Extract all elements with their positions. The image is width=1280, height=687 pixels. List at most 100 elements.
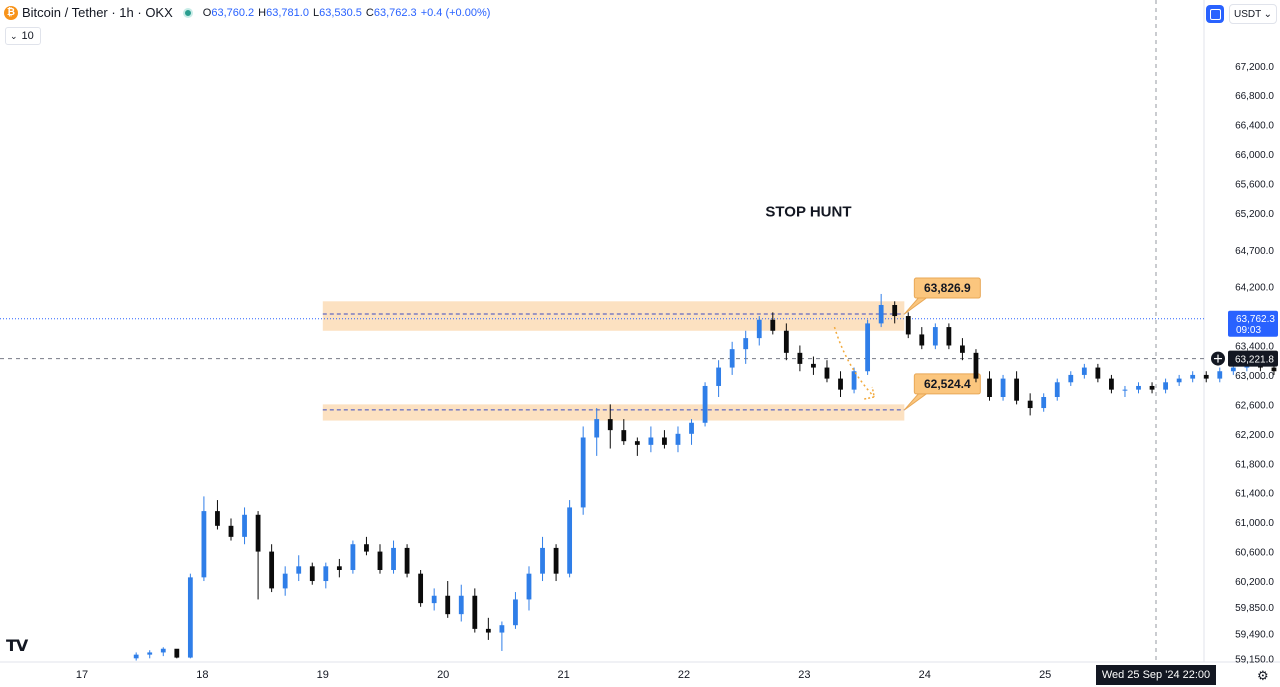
candle-body [1230, 367, 1236, 372]
x-tick-label: 21 [557, 669, 569, 681]
candle-body [485, 628, 491, 633]
candle-body [580, 437, 586, 508]
y-tick-label: 66,400.0 [1235, 121, 1274, 132]
x-tick-label: 19 [317, 669, 329, 681]
zone-box-2 [322, 404, 905, 421]
candle-body [838, 378, 843, 390]
y-tick-label: 61,800.0 [1235, 459, 1274, 470]
candle-body [1217, 371, 1223, 379]
tradingview-logo-icon[interactable]: 𝗧𝗩 [6, 638, 28, 655]
indicator-toggle[interactable]: ⌄ 10 [5, 27, 41, 45]
y-tick-label: 65,200.0 [1235, 209, 1274, 220]
candle-body [1095, 367, 1101, 379]
y-tick-label: 66,800.0 [1235, 91, 1274, 102]
candle-body [607, 419, 613, 431]
x-tick-label: 23 [798, 669, 810, 681]
candle-body [1014, 378, 1020, 401]
candle-body [445, 595, 451, 615]
x-tick-label: 25 [1039, 669, 1051, 681]
candle-body [675, 433, 681, 445]
candle-body [1122, 389, 1128, 391]
candle-body [960, 345, 965, 353]
currency-select[interactable]: USDT ⌄ [1229, 4, 1277, 24]
y-tick-label: 63,000.0 [1235, 371, 1274, 382]
candle-body [811, 363, 816, 368]
zone-box-1 [322, 301, 905, 331]
candle-body [702, 385, 708, 423]
projection-arrowhead [864, 386, 876, 400]
candle-body [364, 544, 369, 552]
candle-body [336, 566, 342, 570]
chevron-down-icon: ⌄ [1263, 8, 1272, 20]
candle-body [987, 378, 992, 398]
candle-body [932, 327, 938, 346]
y-tick-label: 59,850.0 [1235, 603, 1274, 614]
candle-body [919, 334, 925, 346]
candle-body [1041, 397, 1047, 409]
candle-body [851, 371, 857, 390]
annotation-text-1: STOP HUNT [765, 204, 851, 221]
candle-body [648, 437, 654, 445]
candle-body [255, 514, 261, 552]
y-tick-label: 64,200.0 [1235, 283, 1274, 294]
candle-body [716, 367, 722, 386]
candle-body [404, 547, 410, 574]
y-tick-label: 63,400.0 [1235, 341, 1274, 352]
candle-body [756, 319, 762, 339]
candle-body [621, 430, 627, 442]
current-price-countdown: 09:03 [1236, 325, 1261, 336]
candle-body [377, 551, 383, 570]
candle-body [634, 441, 640, 445]
candle-body [783, 330, 789, 353]
low-value: 63,530.5 [319, 6, 362, 19]
close-label: C [365, 6, 374, 19]
y-tick-label: 60,200.0 [1235, 577, 1274, 588]
candle-body [770, 319, 776, 331]
candle-body [865, 323, 871, 372]
candle-body [892, 304, 898, 317]
square-icon [1209, 8, 1221, 20]
candle-body [309, 566, 315, 582]
candle-body [201, 511, 207, 578]
candle-body [472, 595, 478, 629]
indicator-count: 10 [21, 30, 34, 42]
candle-body [513, 599, 518, 626]
candle-body [540, 547, 545, 574]
candle-body [946, 327, 952, 346]
candle-body [187, 577, 193, 658]
candle-body [1027, 400, 1033, 409]
candle-body [526, 573, 532, 600]
symbol-legend: ₿ Bitcoin / Tether · 1h · OKX O63,760.2 … [4, 5, 490, 20]
currency-label: USDT [1234, 8, 1262, 20]
candle-body [1054, 382, 1060, 398]
candle-body [567, 507, 573, 574]
auto-scale-button[interactable] [1206, 5, 1224, 23]
symbol-title[interactable]: Bitcoin / Tether · 1h · OKX [22, 5, 173, 20]
close-value: 63,762.3 [373, 6, 417, 19]
candle-body [824, 367, 830, 379]
y-tick-label: 59,150.0 [1235, 654, 1274, 665]
y-tick-label: 67,200.0 [1235, 62, 1274, 73]
projection-arrow [833, 326, 875, 398]
high-label: H [258, 6, 267, 19]
ohlc-readout: O63,760.2 H63,781.0 L63,530.5 C63,762.3 … [203, 7, 491, 19]
open-value: 63,760.2 [211, 6, 255, 19]
candle-body [1190, 374, 1196, 379]
candle-body [282, 573, 288, 589]
chevron-down-icon: ⌄ [10, 30, 18, 41]
settings-gear-icon[interactable]: ⚙ [1257, 668, 1269, 683]
x-tick-label: 24 [919, 669, 931, 681]
x-tick-label: 20 [437, 669, 449, 681]
crosshair-price-value: 63,221.8 [1235, 355, 1274, 366]
zone-callout-box-2 [913, 373, 981, 395]
x-tick-label: 18 [196, 669, 208, 681]
y-tick-label: 61,000.0 [1235, 518, 1274, 529]
candle-body [269, 551, 275, 589]
change-value: +0.4 (+0.00%) [420, 6, 491, 19]
candle-body [729, 349, 735, 368]
bitcoin-icon[interactable]: ₿ [4, 5, 18, 20]
candle-body [662, 437, 667, 445]
current-price-tag [1228, 310, 1278, 337]
market-status-icon[interactable] [182, 7, 193, 18]
